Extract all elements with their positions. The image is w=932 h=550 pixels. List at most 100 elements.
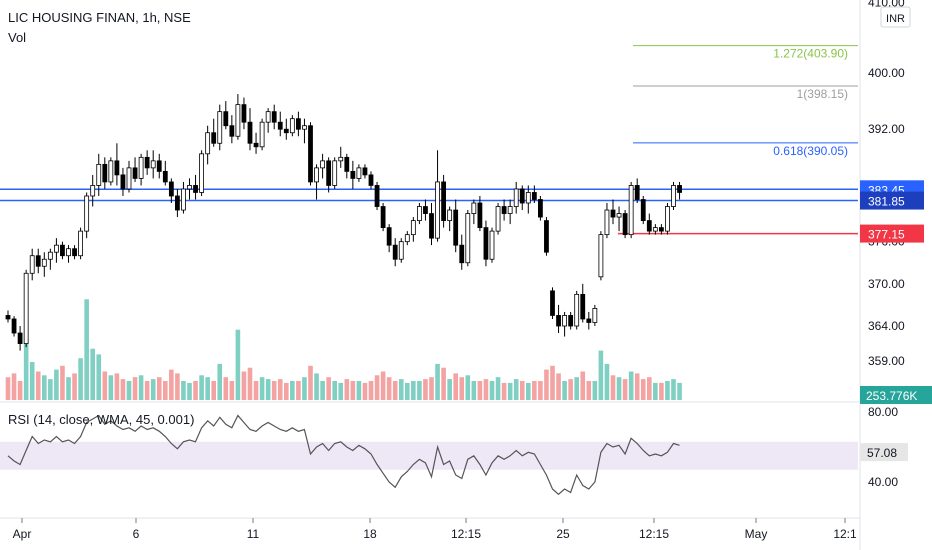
candle (404, 231, 410, 246)
time-tick: 6 (133, 527, 140, 541)
volume-bar (144, 381, 150, 400)
price-tick: 392.00 (868, 122, 905, 136)
volume-bar (653, 382, 658, 400)
candle-body (447, 209, 453, 221)
rsi-pane (0, 414, 858, 496)
candle-body (17, 332, 23, 344)
candle-body (356, 167, 362, 179)
candle (489, 227, 495, 263)
price-tick: 400.00 (868, 66, 905, 80)
candle-body (416, 206, 422, 221)
volume-bar (580, 371, 586, 400)
candle-body (247, 121, 253, 144)
volume-bar (253, 381, 259, 400)
volume-bar (114, 373, 120, 400)
currency-badge[interactable] (880, 6, 911, 28)
volume-bar (241, 371, 247, 400)
volume-bar (647, 377, 652, 400)
volume-bar (84, 299, 89, 400)
volume-bar (507, 382, 513, 400)
candle (665, 203, 670, 235)
candle-body (634, 185, 640, 200)
candle-body (181, 188, 186, 211)
candle-body (586, 318, 592, 323)
candle-body (344, 156, 350, 172)
candle (60, 241, 65, 260)
candle-body (671, 185, 676, 207)
volume-bar (495, 377, 501, 400)
volume-bar (175, 373, 180, 400)
candle (453, 199, 459, 253)
candle (253, 132, 259, 154)
candle-body (574, 293, 580, 327)
rsi-title[interactable]: RSI (14, close, WMA, 45, 0.001) (8, 412, 194, 427)
candle-body (386, 227, 392, 246)
volume-bar (659, 382, 664, 400)
candle-body (144, 156, 150, 169)
volume-bar (23, 333, 29, 400)
volume-bar (386, 377, 392, 400)
rsi-badge (860, 443, 908, 462)
volume-bar (423, 379, 428, 400)
volume-bar (193, 381, 198, 400)
candle-body (72, 248, 77, 257)
candle (483, 220, 489, 267)
volume-bar (604, 363, 610, 400)
candle (350, 160, 356, 189)
candle-body (465, 213, 471, 264)
candle-body (199, 153, 205, 193)
volume-label[interactable]: Vol (8, 30, 26, 45)
candle-body (610, 209, 616, 218)
candle-body (350, 170, 356, 179)
volume-badge (860, 386, 932, 404)
candle-body (314, 167, 319, 183)
volume-bar (350, 381, 356, 400)
volume-bar (411, 381, 416, 400)
volume-bar (150, 379, 156, 400)
volume-bar (132, 377, 138, 400)
candle (507, 199, 513, 225)
candle (35, 248, 41, 274)
rsi-line (7, 414, 680, 496)
candle-body (435, 181, 440, 239)
candle (54, 238, 59, 263)
candle-body (665, 206, 670, 232)
horizontal-levels (0, 188, 858, 235)
candle (501, 199, 507, 221)
volume-bar (665, 381, 670, 400)
candle (616, 206, 622, 232)
candle (277, 111, 283, 137)
candle-body (156, 160, 162, 172)
candle (531, 185, 537, 204)
candle (671, 181, 676, 211)
candle (562, 311, 567, 337)
candle (271, 104, 277, 130)
price-axis[interactable]: 410.00400.00392.00382.50376.00370.00364.… (868, 0, 905, 489)
volume-bar (398, 379, 404, 400)
volume-bar (441, 367, 446, 400)
time-axis[interactable]: Apr 6 11 18 12:15 25 12:15 May 12:1 (13, 518, 857, 541)
symbol-title[interactable]: LIC HOUSING FINAN, 1h, NSE (8, 10, 191, 25)
volume-bar (380, 371, 386, 400)
candle-body (120, 174, 126, 190)
candle-body (138, 156, 144, 179)
volume-bar (284, 382, 289, 400)
candle (628, 181, 634, 239)
volume-bar (90, 348, 95, 400)
time-tick: 11 (247, 527, 260, 541)
candle-body (410, 220, 416, 236)
currency-label: INR (886, 13, 905, 25)
volume-bar (326, 377, 331, 400)
candle-body (193, 185, 198, 193)
price-badge (860, 191, 924, 210)
volume-bar (108, 375, 114, 400)
rsi-tick: 80.00 (868, 405, 898, 419)
volume-bar (181, 381, 186, 400)
candle (410, 217, 416, 242)
candle-body (66, 248, 71, 257)
volume-bar (199, 375, 204, 400)
candle (78, 227, 83, 260)
candle (525, 185, 531, 214)
